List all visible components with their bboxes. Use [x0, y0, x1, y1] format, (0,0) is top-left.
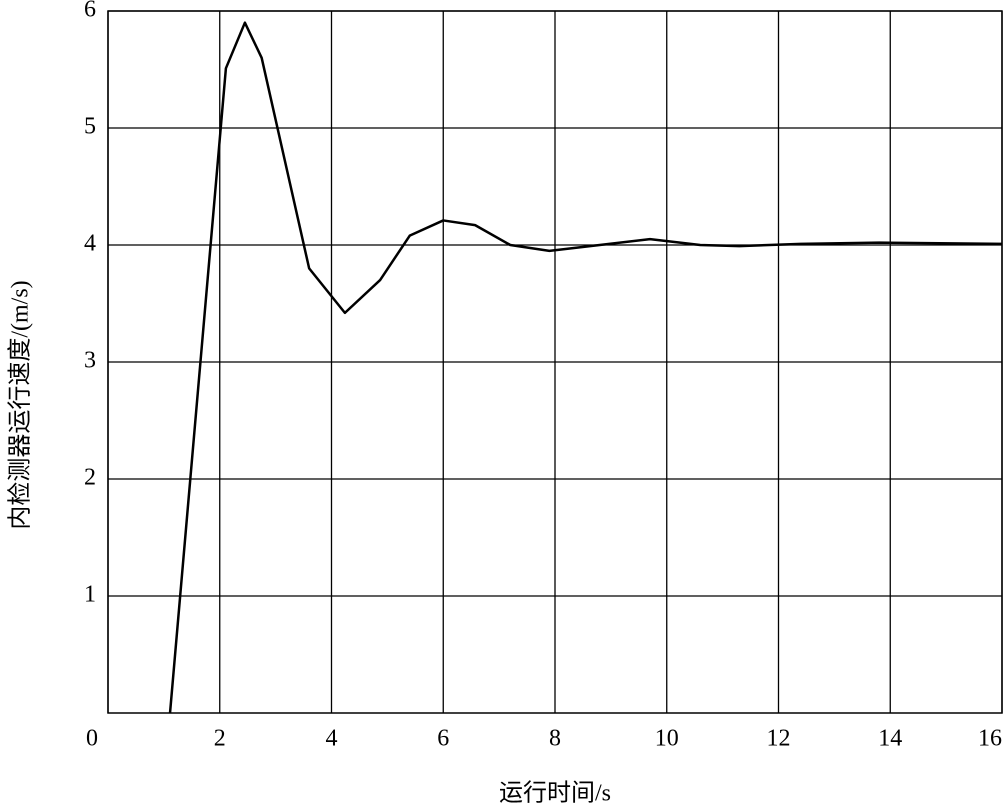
x-tick-label: 2: [214, 726, 226, 752]
y-tick-label: 2: [84, 465, 96, 491]
x-tick-label: 16: [978, 726, 1002, 752]
x-tick-label: 6: [437, 726, 449, 752]
y-tick-label: 3: [84, 348, 96, 374]
x-tick-label: 10: [655, 726, 679, 752]
x-tick-label: 14: [878, 726, 902, 752]
y-tick-label: 4: [84, 231, 96, 257]
x-axis-label: 运行时间/s: [499, 780, 611, 807]
data-line: [168, 21, 1003, 714]
x-tick-label: 0: [86, 726, 98, 752]
y-axis-label: 内检测器运行速度/(m/s): [7, 280, 34, 529]
x-tick-label: 8: [549, 726, 561, 752]
x-tick-label: 12: [767, 726, 791, 752]
y-tick-label: 5: [84, 114, 96, 140]
y-tick-label: 6: [84, 0, 96, 23]
x-tick-label: 4: [326, 726, 338, 752]
y-tick-label: 1: [84, 582, 96, 608]
